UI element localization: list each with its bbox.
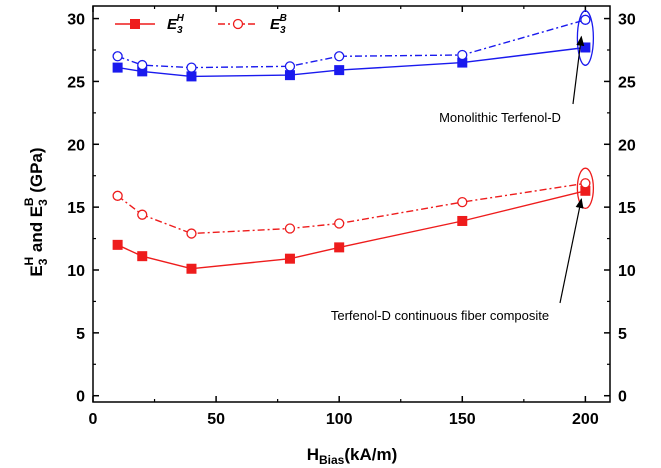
x-tick-label: 100	[326, 411, 353, 428]
plot-frame	[92, 5, 611, 403]
annotations: Monolithic Terfenol-D Terfenol-D continuo…	[331, 10, 595, 323]
data-point-square	[137, 251, 148, 262]
legend: E3H E3B	[115, 13, 287, 36]
data-point-square	[457, 215, 468, 226]
y-tick-label: 20	[67, 137, 85, 154]
y-tick-label-right: 20	[618, 137, 636, 154]
x-axis-title-sub: Bias	[319, 453, 345, 467]
data-point-square	[284, 253, 295, 264]
series-line	[117, 19, 586, 69]
y-axis-title-e1: E	[27, 265, 46, 276]
data-point-square	[186, 71, 197, 82]
annotation-composite: Terfenol-D continuous fiber composite	[331, 308, 549, 323]
data-point-square	[112, 239, 123, 250]
highlight-ellipse-composite	[576, 167, 595, 210]
y-axis-title-unit: (GPa)	[27, 147, 46, 197]
y-tick-label: 25	[67, 74, 85, 91]
data-point-circle	[580, 178, 591, 189]
y-tick-label: 15	[67, 200, 85, 217]
y-axis-title-sub1: 3	[36, 258, 50, 265]
y-tick-label-right: 5	[618, 326, 627, 343]
data-point-square	[186, 263, 197, 274]
x-tick-label: 50	[207, 411, 225, 428]
data-point-circle	[137, 59, 148, 71]
series-composite-B	[112, 178, 591, 239]
y-axis-title: E3H and E3B (GPa)	[22, 147, 50, 276]
data-point-square	[334, 242, 345, 253]
y-axis-title-sub2: 3	[36, 199, 50, 206]
x-tick-label: 0	[89, 411, 98, 428]
data-point-circle	[232, 18, 244, 30]
y-tick-label-right: 0	[618, 389, 627, 406]
y-axis-left: 0 5 10 15 20 25 30	[67, 12, 99, 406]
y-tick-label: 5	[76, 326, 85, 343]
data-point-circle	[186, 228, 197, 239]
data-point-square	[334, 65, 345, 76]
data-point-circle	[186, 62, 197, 73]
data-point-circle	[137, 209, 148, 220]
y-axis-title-sup2: B	[22, 197, 36, 206]
data-point-circle	[334, 51, 345, 62]
data-point-circle	[334, 218, 345, 229]
data-point-square	[580, 42, 591, 53]
annotation-arrow-composite	[559, 198, 584, 304]
x-axis-title-unit: (kA/m)	[344, 445, 397, 464]
legend-label: E3B	[270, 13, 287, 36]
y-tick-label: 0	[76, 389, 85, 406]
y-axis-title-sup1: H	[22, 257, 36, 266]
data-point-square	[112, 62, 123, 73]
x-tick-label: 150	[449, 411, 476, 428]
series-line	[117, 190, 586, 270]
x-tick-label: 200	[572, 411, 599, 428]
data-point-circle	[112, 51, 123, 62]
y-axis-right: 0 5 10 15 20 25 30	[604, 12, 636, 406]
data-point-circle	[580, 14, 591, 25]
y-tick-label-right: 30	[618, 12, 636, 29]
y-tick-label-right: 10	[618, 263, 636, 280]
data-point-square	[284, 70, 295, 81]
data-point-circle	[284, 223, 296, 234]
legend-label: E3H	[167, 13, 185, 36]
data-point-square	[130, 19, 140, 29]
data-point-circle	[284, 61, 296, 72]
y-tick-label: 30	[67, 12, 85, 29]
data-point-circle	[112, 190, 123, 201]
annotation-arrow-monolithic	[572, 35, 585, 105]
x-axis-title: HBias(kA/m)	[307, 445, 398, 467]
series-layer	[112, 14, 591, 274]
plot-area-border	[92, 5, 611, 403]
x-axis: 0 50 100 150 200	[89, 6, 599, 428]
y-axis-title-e2: E	[27, 206, 46, 217]
x-axis-title-main: H	[307, 445, 319, 464]
legend-entry-B: E3B	[218, 13, 287, 36]
y-tick-label: 10	[67, 263, 85, 280]
annotation-monolithic: Monolithic Terfenol-D	[439, 110, 561, 125]
series-composite-H	[112, 185, 591, 274]
data-point-circle	[457, 49, 468, 61]
y-tick-label-right: 15	[618, 200, 636, 217]
legend-entry-H: E3H	[115, 13, 185, 36]
series-monolithic-B	[112, 14, 591, 73]
series-monolithic-H	[112, 42, 591, 82]
y-axis-title-mid: and	[27, 217, 46, 257]
y-tick-label-right: 25	[618, 74, 636, 91]
data-point-circle	[457, 196, 468, 208]
